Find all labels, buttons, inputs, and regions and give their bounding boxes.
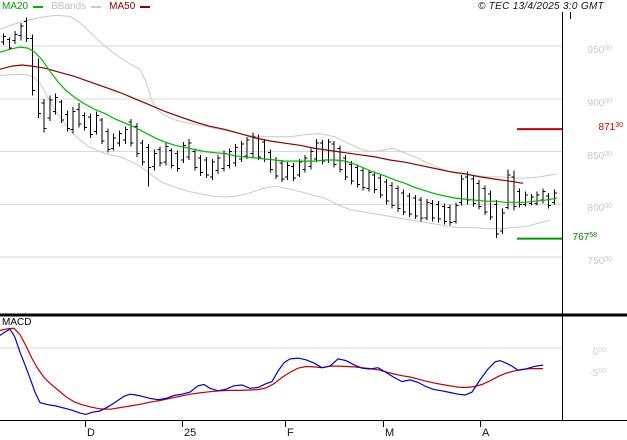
ma20-line [0,46,558,203]
ma50-line-swatch-icon [140,6,151,8]
legend-label-bbands: BBands [51,1,87,12]
legend-item-bbands: BBands [51,1,102,13]
ohlc-bars [1,17,557,239]
time-tick-label: D [87,427,95,439]
price-tick-label: 90000 [587,97,612,109]
price-tick-label: 80000 [587,203,612,215]
legend-label-ma50: MA50 [109,1,136,12]
macd-signal-line [0,327,543,410]
time-tick-label: 25 [184,427,197,439]
bollinger-upper-line [0,14,558,179]
time-tick-label: F [287,427,294,439]
time-tick-label: A [482,427,490,439]
copyright-text: © TEC 13/4/2025 3:0 GMT [478,1,604,12]
legend-label-ma20: MA20 [2,1,29,12]
price-tick-label: 75000 [587,256,612,268]
bollinger-lower-line [0,74,551,230]
bbands-line-swatch-icon [91,6,102,8]
macd-panel-label: MACD [2,317,32,328]
support-price-label: 76758 [572,231,597,243]
ma50-line [0,64,524,184]
macd-tick-label: 000 [592,347,606,358]
macd-line [0,328,544,416]
legend-item-ma20: MA20 [2,1,44,13]
resistance-price-label: 87130 [598,122,623,134]
price-tick-label: 85000 [587,150,612,162]
macd-tick-label: -500 [589,368,606,379]
price-tick-label: 95000 [587,45,612,56]
time-tick-label: M [385,427,395,439]
chart-legend: MA20 BBands MA50 [2,1,151,13]
legend-item-ma50: MA50 [109,1,151,13]
ma20-line-swatch-icon [33,6,44,8]
panel-separator [0,313,627,317]
